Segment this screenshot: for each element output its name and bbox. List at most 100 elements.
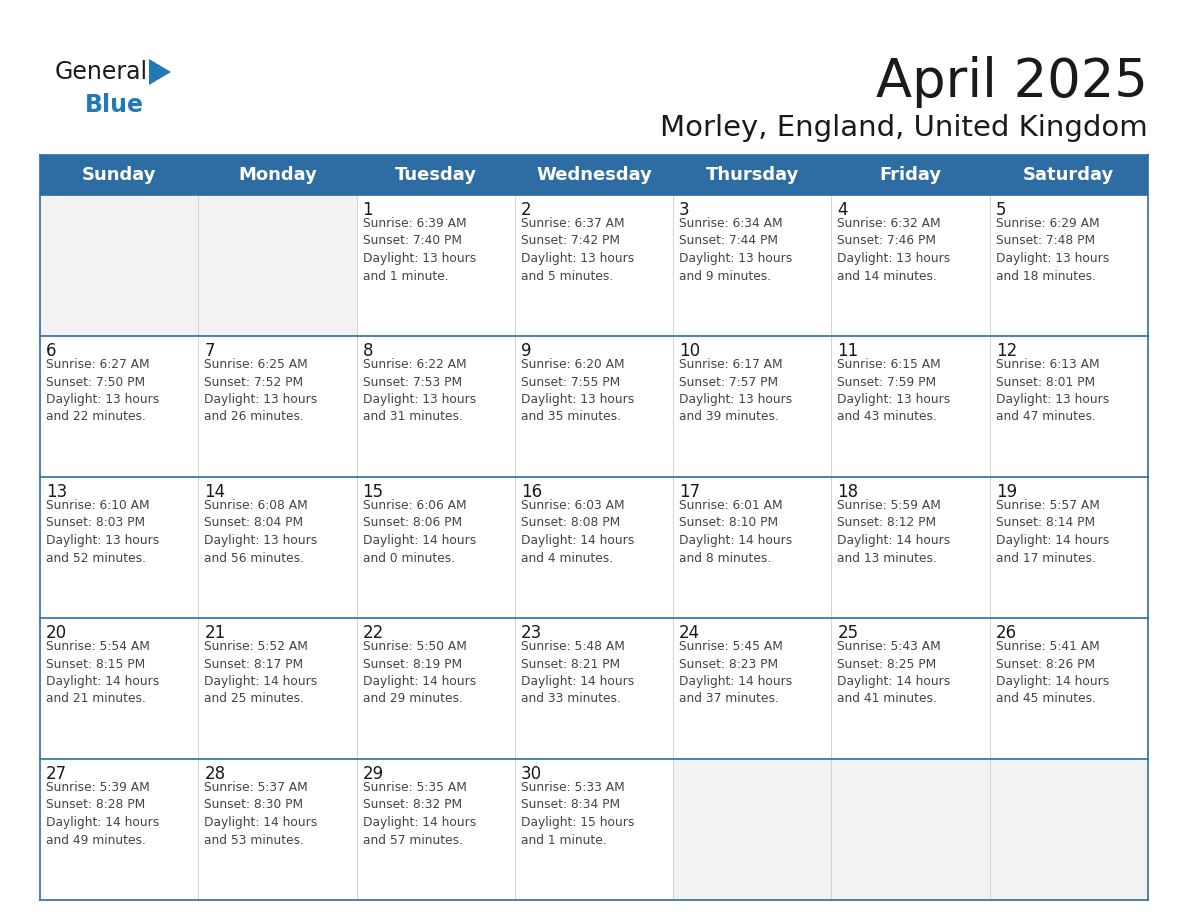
Bar bbox=[674, 195, 832, 336]
Text: 25: 25 bbox=[838, 624, 859, 642]
Text: April 2025: April 2025 bbox=[876, 56, 1148, 108]
Text: 20: 20 bbox=[46, 624, 68, 642]
Text: Sunrise: 5:48 AM
Sunset: 8:21 PM
Daylight: 14 hours
and 33 minutes.: Sunrise: 5:48 AM Sunset: 8:21 PM Dayligh… bbox=[520, 640, 634, 706]
Text: Sunrise: 6:17 AM
Sunset: 7:57 PM
Daylight: 13 hours
and 39 minutes.: Sunrise: 6:17 AM Sunset: 7:57 PM Dayligh… bbox=[680, 358, 792, 423]
Bar bbox=[198, 759, 356, 900]
Text: Tuesday: Tuesday bbox=[394, 166, 476, 184]
Text: Sunrise: 5:33 AM
Sunset: 8:34 PM
Daylight: 15 hours
and 1 minute.: Sunrise: 5:33 AM Sunset: 8:34 PM Dayligh… bbox=[520, 781, 634, 846]
Text: 7: 7 bbox=[204, 342, 215, 360]
Text: Sunrise: 5:57 AM
Sunset: 8:14 PM
Daylight: 14 hours
and 17 minutes.: Sunrise: 5:57 AM Sunset: 8:14 PM Dayligh… bbox=[996, 499, 1108, 565]
Text: Sunrise: 6:34 AM
Sunset: 7:44 PM
Daylight: 13 hours
and 9 minutes.: Sunrise: 6:34 AM Sunset: 7:44 PM Dayligh… bbox=[680, 217, 792, 283]
Polygon shape bbox=[148, 59, 171, 85]
Text: 4: 4 bbox=[838, 201, 848, 219]
Text: 17: 17 bbox=[680, 483, 700, 501]
Text: Friday: Friday bbox=[879, 166, 942, 184]
Text: Sunrise: 5:35 AM
Sunset: 8:32 PM
Daylight: 14 hours
and 57 minutes.: Sunrise: 5:35 AM Sunset: 8:32 PM Dayligh… bbox=[362, 781, 476, 846]
Text: 22: 22 bbox=[362, 624, 384, 642]
Bar bbox=[674, 477, 832, 618]
Text: 26: 26 bbox=[996, 624, 1017, 642]
Bar bbox=[514, 336, 674, 477]
Bar bbox=[356, 195, 514, 336]
Bar bbox=[674, 336, 832, 477]
Text: Sunrise: 6:22 AM
Sunset: 7:53 PM
Daylight: 13 hours
and 31 minutes.: Sunrise: 6:22 AM Sunset: 7:53 PM Dayligh… bbox=[362, 358, 476, 423]
Bar bbox=[514, 759, 674, 900]
Text: 6: 6 bbox=[46, 342, 57, 360]
Bar bbox=[198, 618, 356, 759]
Bar bbox=[40, 618, 198, 759]
Text: 24: 24 bbox=[680, 624, 700, 642]
Text: Sunrise: 6:10 AM
Sunset: 8:03 PM
Daylight: 13 hours
and 52 minutes.: Sunrise: 6:10 AM Sunset: 8:03 PM Dayligh… bbox=[46, 499, 159, 565]
Text: Sunrise: 5:54 AM
Sunset: 8:15 PM
Daylight: 14 hours
and 21 minutes.: Sunrise: 5:54 AM Sunset: 8:15 PM Dayligh… bbox=[46, 640, 159, 706]
Bar bbox=[514, 195, 674, 336]
Text: 1: 1 bbox=[362, 201, 373, 219]
Text: 3: 3 bbox=[680, 201, 690, 219]
Text: Monday: Monday bbox=[238, 166, 317, 184]
Text: 9: 9 bbox=[520, 342, 531, 360]
Text: Saturday: Saturday bbox=[1023, 166, 1114, 184]
Bar bbox=[40, 477, 198, 618]
Text: Sunrise: 5:39 AM
Sunset: 8:28 PM
Daylight: 14 hours
and 49 minutes.: Sunrise: 5:39 AM Sunset: 8:28 PM Dayligh… bbox=[46, 781, 159, 846]
Bar bbox=[40, 155, 1148, 195]
Bar bbox=[40, 195, 198, 336]
Text: Sunrise: 5:43 AM
Sunset: 8:25 PM
Daylight: 14 hours
and 41 minutes.: Sunrise: 5:43 AM Sunset: 8:25 PM Dayligh… bbox=[838, 640, 950, 706]
Bar bbox=[356, 336, 514, 477]
Text: 29: 29 bbox=[362, 765, 384, 783]
Bar bbox=[990, 336, 1148, 477]
Text: Sunrise: 5:37 AM
Sunset: 8:30 PM
Daylight: 14 hours
and 53 minutes.: Sunrise: 5:37 AM Sunset: 8:30 PM Dayligh… bbox=[204, 781, 317, 846]
Text: 27: 27 bbox=[46, 765, 68, 783]
Text: Sunrise: 6:03 AM
Sunset: 8:08 PM
Daylight: 14 hours
and 4 minutes.: Sunrise: 6:03 AM Sunset: 8:08 PM Dayligh… bbox=[520, 499, 634, 565]
Bar bbox=[356, 477, 514, 618]
Text: 23: 23 bbox=[520, 624, 542, 642]
Text: General: General bbox=[55, 60, 148, 84]
Bar bbox=[40, 759, 198, 900]
Text: 15: 15 bbox=[362, 483, 384, 501]
Text: 28: 28 bbox=[204, 765, 226, 783]
Text: 19: 19 bbox=[996, 483, 1017, 501]
Bar bbox=[198, 195, 356, 336]
Text: Wednesday: Wednesday bbox=[536, 166, 652, 184]
Bar bbox=[198, 336, 356, 477]
Text: 30: 30 bbox=[520, 765, 542, 783]
Text: Sunrise: 5:52 AM
Sunset: 8:17 PM
Daylight: 14 hours
and 25 minutes.: Sunrise: 5:52 AM Sunset: 8:17 PM Dayligh… bbox=[204, 640, 317, 706]
Text: 5: 5 bbox=[996, 201, 1006, 219]
Text: Sunrise: 5:41 AM
Sunset: 8:26 PM
Daylight: 14 hours
and 45 minutes.: Sunrise: 5:41 AM Sunset: 8:26 PM Dayligh… bbox=[996, 640, 1108, 706]
Bar bbox=[832, 336, 990, 477]
Text: Sunrise: 6:25 AM
Sunset: 7:52 PM
Daylight: 13 hours
and 26 minutes.: Sunrise: 6:25 AM Sunset: 7:52 PM Dayligh… bbox=[204, 358, 317, 423]
Text: 10: 10 bbox=[680, 342, 700, 360]
Bar bbox=[356, 618, 514, 759]
Text: 14: 14 bbox=[204, 483, 226, 501]
Text: Blue: Blue bbox=[86, 93, 144, 117]
Bar bbox=[832, 195, 990, 336]
Bar bbox=[990, 477, 1148, 618]
Text: 8: 8 bbox=[362, 342, 373, 360]
Text: 21: 21 bbox=[204, 624, 226, 642]
Text: Sunrise: 6:32 AM
Sunset: 7:46 PM
Daylight: 13 hours
and 14 minutes.: Sunrise: 6:32 AM Sunset: 7:46 PM Dayligh… bbox=[838, 217, 950, 283]
Text: 11: 11 bbox=[838, 342, 859, 360]
Text: 16: 16 bbox=[520, 483, 542, 501]
Text: Sunrise: 5:50 AM
Sunset: 8:19 PM
Daylight: 14 hours
and 29 minutes.: Sunrise: 5:50 AM Sunset: 8:19 PM Dayligh… bbox=[362, 640, 476, 706]
Text: 12: 12 bbox=[996, 342, 1017, 360]
Text: Sunrise: 6:29 AM
Sunset: 7:48 PM
Daylight: 13 hours
and 18 minutes.: Sunrise: 6:29 AM Sunset: 7:48 PM Dayligh… bbox=[996, 217, 1108, 283]
Bar bbox=[514, 618, 674, 759]
Text: Sunrise: 6:15 AM
Sunset: 7:59 PM
Daylight: 13 hours
and 43 minutes.: Sunrise: 6:15 AM Sunset: 7:59 PM Dayligh… bbox=[838, 358, 950, 423]
Text: Sunrise: 5:59 AM
Sunset: 8:12 PM
Daylight: 14 hours
and 13 minutes.: Sunrise: 5:59 AM Sunset: 8:12 PM Dayligh… bbox=[838, 499, 950, 565]
Bar bbox=[990, 195, 1148, 336]
Bar bbox=[198, 477, 356, 618]
Bar bbox=[990, 759, 1148, 900]
Text: Thursday: Thursday bbox=[706, 166, 800, 184]
Text: Sunrise: 5:45 AM
Sunset: 8:23 PM
Daylight: 14 hours
and 37 minutes.: Sunrise: 5:45 AM Sunset: 8:23 PM Dayligh… bbox=[680, 640, 792, 706]
Bar bbox=[674, 759, 832, 900]
Bar bbox=[40, 336, 198, 477]
Bar bbox=[356, 759, 514, 900]
Bar bbox=[514, 477, 674, 618]
Bar bbox=[832, 618, 990, 759]
Text: Sunday: Sunday bbox=[82, 166, 157, 184]
Text: Sunrise: 6:08 AM
Sunset: 8:04 PM
Daylight: 13 hours
and 56 minutes.: Sunrise: 6:08 AM Sunset: 8:04 PM Dayligh… bbox=[204, 499, 317, 565]
Text: 2: 2 bbox=[520, 201, 531, 219]
Text: Sunrise: 6:01 AM
Sunset: 8:10 PM
Daylight: 14 hours
and 8 minutes.: Sunrise: 6:01 AM Sunset: 8:10 PM Dayligh… bbox=[680, 499, 792, 565]
Text: Sunrise: 6:20 AM
Sunset: 7:55 PM
Daylight: 13 hours
and 35 minutes.: Sunrise: 6:20 AM Sunset: 7:55 PM Dayligh… bbox=[520, 358, 634, 423]
Text: Morley, England, United Kingdom: Morley, England, United Kingdom bbox=[661, 114, 1148, 142]
Bar bbox=[990, 618, 1148, 759]
Bar bbox=[674, 618, 832, 759]
Text: Sunrise: 6:06 AM
Sunset: 8:06 PM
Daylight: 14 hours
and 0 minutes.: Sunrise: 6:06 AM Sunset: 8:06 PM Dayligh… bbox=[362, 499, 476, 565]
